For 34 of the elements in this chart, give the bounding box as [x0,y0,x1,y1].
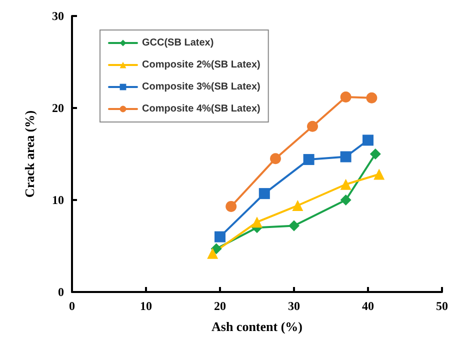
point [252,216,262,228]
point [374,168,385,180]
y-tick-label: 0 [58,285,64,299]
x-tick-label: 50 [436,299,448,313]
point [307,120,318,132]
x-axis-title: Ash content (%) [212,319,302,334]
point [303,154,314,166]
legend-label: Composite 4%(SB Latex) [142,104,260,114]
point [214,231,226,242]
x-tick-label: 0 [69,299,75,313]
point [340,91,352,102]
point [292,200,304,212]
point [340,194,352,206]
x-tick-label: 40 [362,299,374,313]
point [288,220,300,232]
point [362,134,374,146]
legend-label: Composite 3%(SB Latex) [142,82,260,92]
point [340,178,352,190]
point [270,153,281,164]
point [226,200,237,212]
point [340,151,352,162]
point [366,92,378,104]
point [258,188,270,200]
legend-label: Composite 2%(SB Latex) [142,60,260,70]
x-tick-label: 30 [288,299,300,313]
y-axis-title: Crack area (%) [22,110,37,198]
legend-label: GCC(SB Latex) [142,38,214,48]
point [207,248,218,259]
y-tick-label: 30 [52,9,64,23]
point [370,148,381,160]
x-tick-label: 10 [140,299,152,313]
y-tick-label: 10 [52,193,64,207]
y-tick-label: 20 [52,101,64,115]
x-tick-label: 20 [214,299,226,313]
